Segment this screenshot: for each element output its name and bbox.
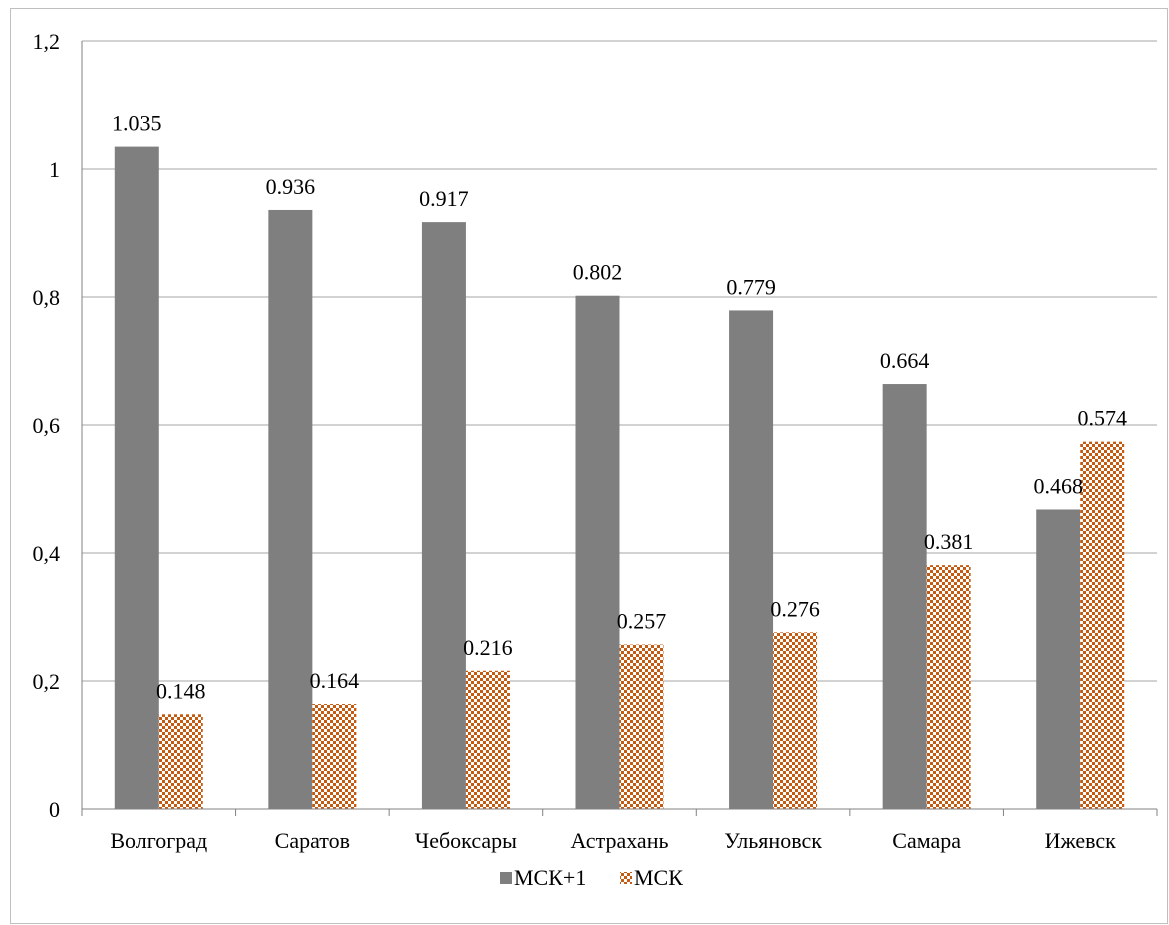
x-category-label: Ульяновск [724, 828, 822, 853]
data-labels: 1.035 0.148 0.936 0.164 0.917 0.216 0.802 0.257… [112, 111, 1127, 704]
legend-swatch-msk-plus-1 [500, 872, 512, 884]
bar-msk-plus-1 [114, 146, 159, 810]
y-tick-label: 0,2 [33, 669, 61, 694]
data-label: 0.148 [156, 678, 206, 703]
data-label: 0.779 [726, 274, 776, 299]
bar-msk [312, 704, 357, 809]
data-label: 0.802 [573, 260, 623, 285]
bar-msk-plus-1 [268, 209, 313, 809]
bar-msk [926, 565, 971, 809]
y-axis-tick-labels: 0 0,2 0,4 0,6 0,8 1 1,2 [33, 29, 61, 822]
y-tick-label: 1 [49, 157, 60, 182]
x-category-label: Астрахань [570, 828, 668, 853]
data-label: 0.664 [880, 348, 930, 373]
bar-msk-plus-1 [421, 222, 466, 809]
x-category-label: Чебоксары [415, 828, 517, 853]
data-label: 1.035 [112, 111, 162, 136]
bar-msk-plus-1 [575, 295, 620, 810]
bars [114, 146, 1125, 810]
x-category-label: Самара [892, 828, 961, 853]
y-tick-label: 0,4 [33, 541, 61, 566]
x-category-label: Ижевск [1045, 828, 1117, 853]
data-label: 0.257 [617, 609, 667, 634]
gridlines [82, 40, 1157, 682]
legend-swatch-msk [620, 872, 632, 884]
bar-msk-plus-1 [1036, 509, 1081, 809]
y-tick-label: 0,8 [33, 285, 61, 310]
data-label: 0.276 [770, 596, 820, 621]
data-label: 0.164 [310, 668, 360, 693]
x-category-label: Саратов [275, 828, 350, 853]
bar-msk-plus-1 [729, 310, 774, 809]
bar-msk [1080, 441, 1125, 809]
legend-label-msk-plus-1: МСК+1 [514, 865, 586, 890]
legend-label-msk: МСК [634, 865, 683, 890]
x-category-label: Волгоград [110, 828, 207, 853]
bar-msk [158, 714, 203, 809]
bar-msk [465, 670, 510, 809]
bar-msk-plus-1 [882, 384, 927, 809]
x-axis-category-labels: Волгоград Саратов Чебоксары Астрахань Ульяно… [110, 828, 1116, 853]
y-tick-label: 1,2 [33, 29, 61, 54]
y-tick-label: 0,6 [33, 413, 61, 438]
data-label: 0.917 [419, 186, 469, 211]
data-label: 0.216 [463, 635, 513, 660]
data-label: 0.936 [266, 174, 316, 199]
bar-msk [619, 644, 664, 809]
axes [81, 41, 1158, 816]
data-label: 0.574 [1077, 406, 1127, 431]
legend: МСК+1 МСК [500, 865, 683, 890]
data-label: 0.468 [1033, 473, 1083, 498]
data-label: 0.381 [924, 529, 974, 554]
y-tick-label: 0 [49, 797, 60, 822]
bar-msk [773, 632, 818, 809]
